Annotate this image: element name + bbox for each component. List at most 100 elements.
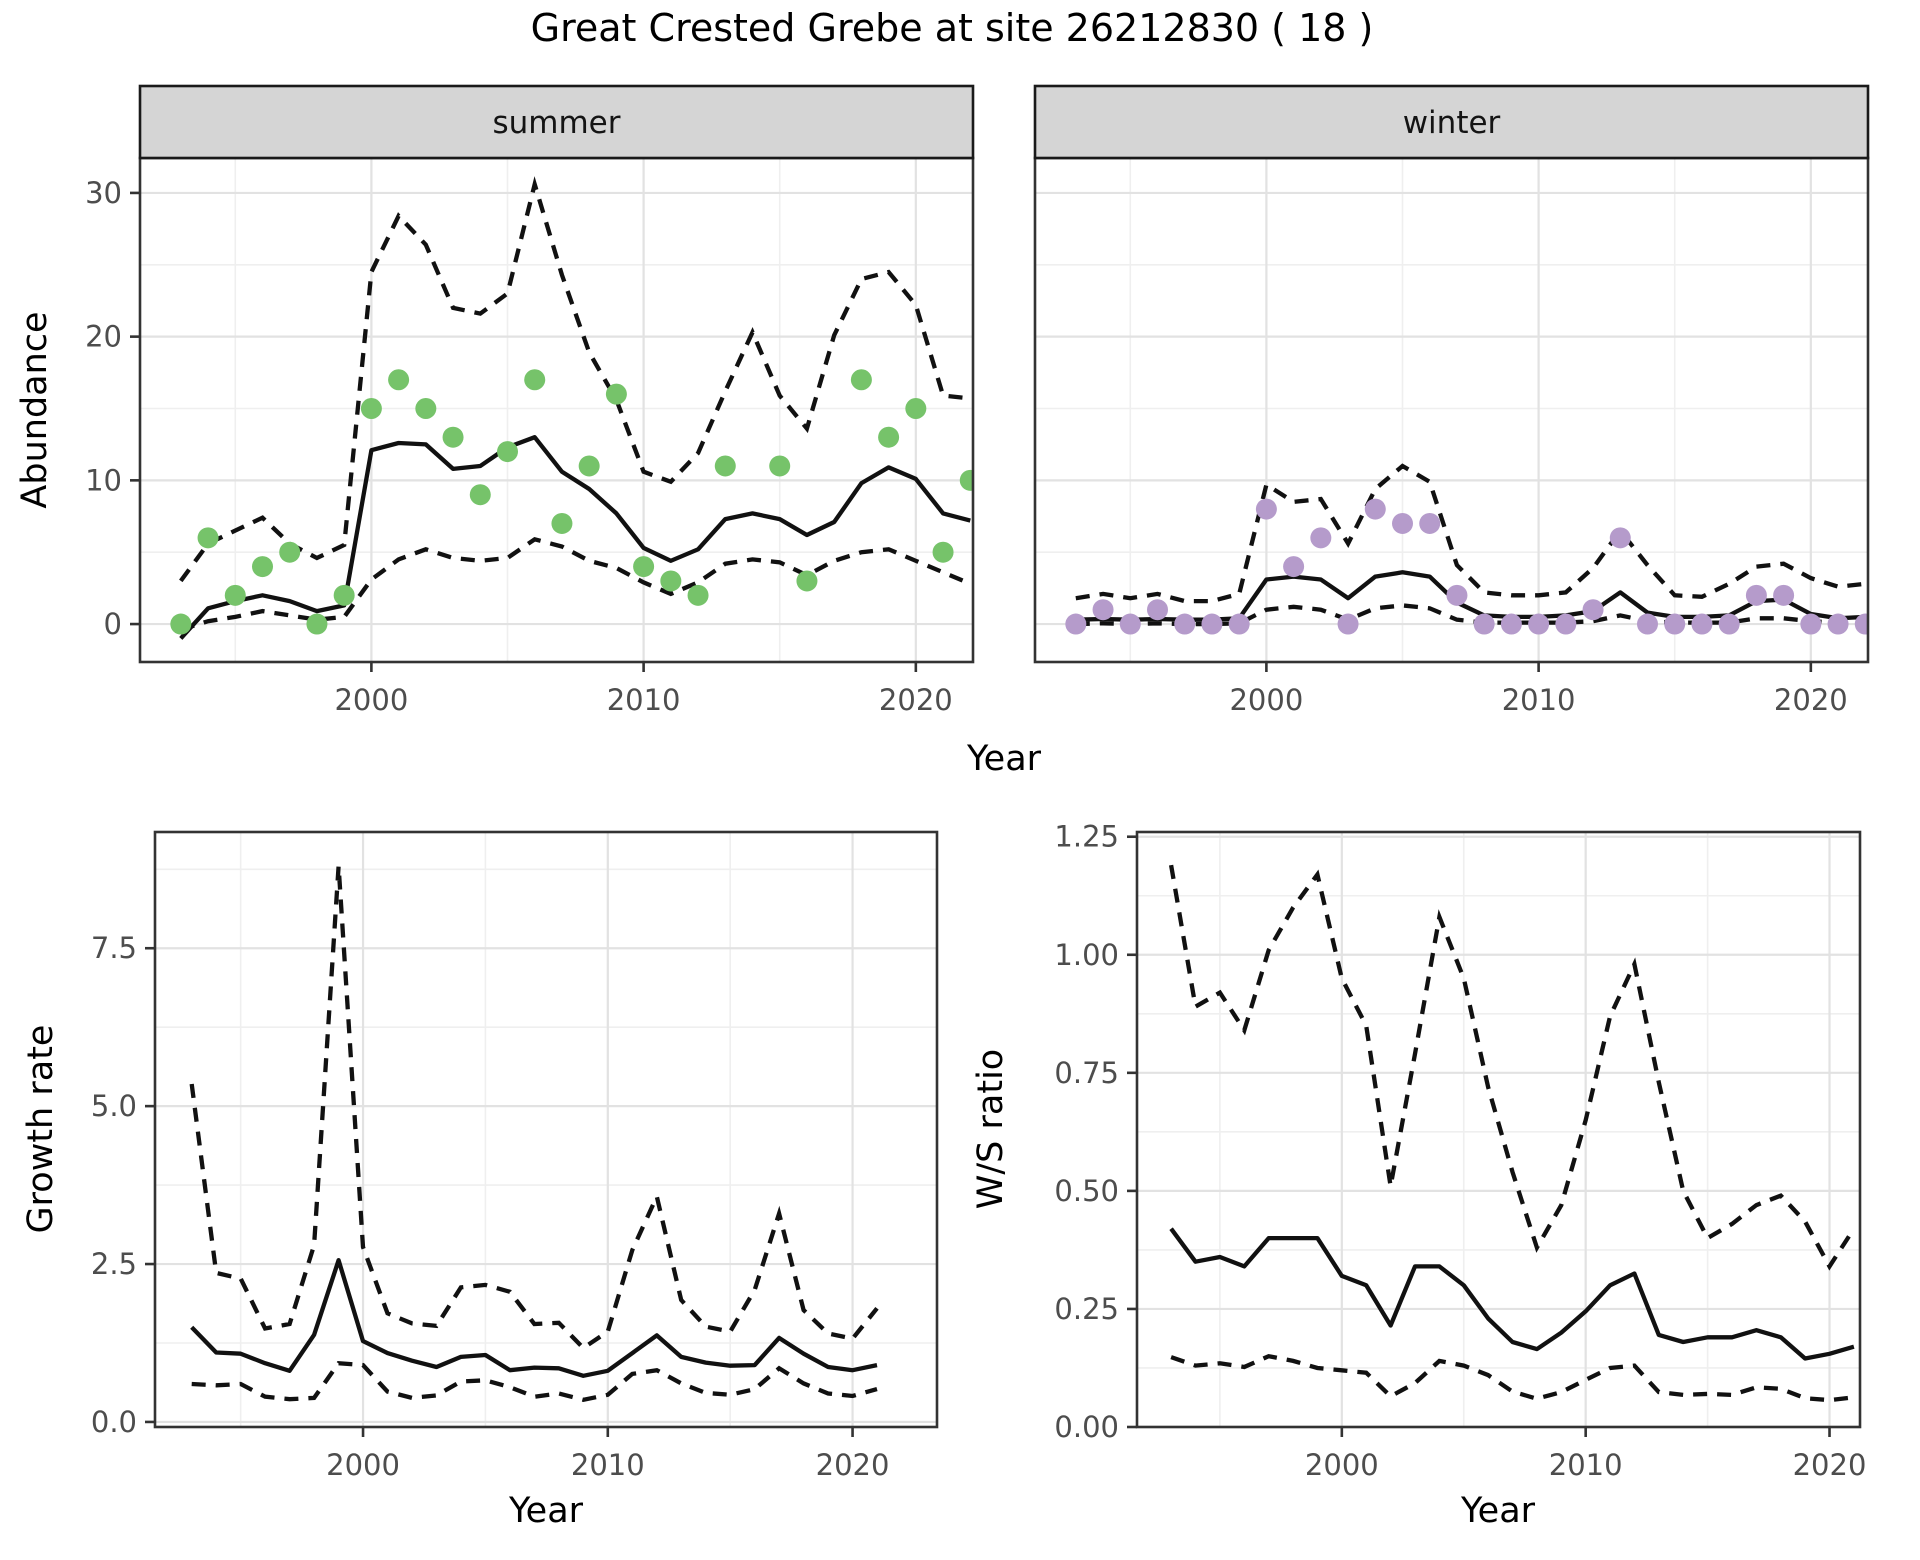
data-point	[551, 512, 573, 534]
data-point	[633, 556, 655, 578]
y-tick-label: 0.00	[1054, 1410, 1119, 1444]
data-point	[796, 570, 818, 592]
data-point	[497, 441, 518, 463]
y-tick-label: 2.5	[91, 1247, 137, 1281]
panel-background	[1035, 158, 1868, 662]
data-point	[687, 584, 709, 606]
upper-ci-line	[1168, 864, 1856, 1271]
x-axis-title-year-ws: Year	[1460, 1491, 1536, 1531]
x-tick-label: 2020	[1793, 1448, 1867, 1482]
data-point	[878, 426, 900, 448]
data-point	[1392, 512, 1413, 534]
data-point	[1065, 613, 1087, 635]
y-tick-label: 0	[104, 607, 122, 641]
upper-ci-line	[1075, 463, 1866, 604]
data-point	[905, 397, 927, 419]
panel-background	[140, 158, 973, 662]
y-tick-label: 7.5	[91, 931, 137, 965]
data-point	[524, 369, 546, 391]
panel-background	[155, 832, 937, 1427]
growth-rate-panel: 2000 2010 2020 0.0 2.5 5.0 7.5	[91, 830, 939, 1482]
x-tick-label: 2010	[1549, 1448, 1623, 1482]
data-point	[1718, 613, 1740, 635]
lower-ci-line	[180, 536, 972, 632]
data-point	[959, 469, 973, 491]
x-tick-label: 2000	[1229, 683, 1303, 717]
data-point	[360, 397, 382, 419]
winter-panel: winter 2000 2010 2020	[1033, 84, 1870, 717]
facet-strip-label: summer	[492, 105, 620, 141]
y-axis-title-ws-ratio: W/S ratio	[971, 1049, 1011, 1209]
fit-line	[179, 435, 971, 640]
data-point	[1637, 613, 1658, 635]
data-point	[578, 455, 600, 477]
y-tick-label: 1.00	[1054, 938, 1119, 972]
data-point	[1419, 512, 1441, 534]
x-tick-label: 2000	[326, 1448, 400, 1482]
facet-strip	[138, 84, 975, 160]
data-point	[442, 426, 464, 448]
x-tick-label: 2000	[1305, 1448, 1379, 1482]
data-point	[1092, 599, 1114, 621]
x-tick-label: 2020	[1774, 683, 1848, 717]
upper-ci-line	[179, 176, 971, 583]
data-point	[1473, 613, 1495, 635]
observed-points	[1065, 498, 1868, 635]
data-point	[1800, 613, 1822, 635]
data-point	[1691, 613, 1713, 635]
chart-title: Great Crested Grebe at site 26212830 ( 1…	[530, 6, 1374, 50]
data-point	[1446, 584, 1468, 606]
y-tick-label: 0.50	[1054, 1174, 1119, 1208]
data-point	[850, 369, 872, 391]
data-point	[1773, 584, 1795, 606]
y-tick-label: 0.0	[91, 1405, 137, 1439]
y-tick-label: 20	[85, 320, 122, 354]
x-tick-label: 2010	[1502, 683, 1576, 717]
data-point	[1283, 556, 1305, 578]
y-tick-label: 0.75	[1054, 1056, 1119, 1090]
ws-ratio-panel: 2000 2010 2020 0.00 0.25 0.50 0.75 1.00 1.25	[1054, 820, 1866, 1482]
summer-panel: summer 2000 2010 2020 0 10 20 30	[85, 84, 975, 717]
data-point	[1609, 527, 1631, 549]
x-tick-label: 2020	[816, 1448, 890, 1482]
y-tick-label: 5.0	[91, 1089, 137, 1123]
data-point	[1854, 613, 1868, 635]
x-tick-label: 2000	[334, 683, 408, 717]
data-point	[1664, 613, 1686, 635]
fit-line	[190, 1258, 878, 1378]
lower-ci-line	[191, 1360, 878, 1403]
data-point	[714, 455, 736, 477]
x-tick-label: 2010	[571, 1448, 645, 1482]
data-point	[1500, 613, 1522, 635]
upper-ci-line	[189, 865, 879, 1351]
data-point	[1119, 613, 1141, 635]
data-point	[279, 541, 301, 563]
data-point	[1174, 613, 1196, 635]
y-tick-label: 1.25	[1054, 820, 1119, 854]
data-point	[306, 613, 328, 635]
data-point	[1337, 613, 1359, 635]
data-point	[1745, 584, 1767, 606]
data-point	[1582, 599, 1604, 621]
data-point	[415, 397, 437, 419]
data-point	[1255, 498, 1277, 520]
data-point	[1827, 613, 1849, 635]
y-tick-label: 30	[85, 176, 122, 210]
y-tick-label: 0.25	[1054, 1292, 1119, 1326]
data-point	[605, 383, 627, 405]
observed-points	[170, 369, 973, 635]
data-point	[769, 455, 791, 477]
panel-border	[1135, 830, 1862, 1429]
y-axis-title-abundance: Abundance	[15, 311, 55, 508]
data-point	[333, 584, 355, 606]
data-point	[1310, 527, 1332, 549]
y-tick-label: 10	[85, 463, 122, 497]
x-axis-title-year-top: Year	[966, 739, 1042, 779]
x-tick-label: 2020	[879, 683, 953, 717]
data-point	[170, 613, 192, 635]
data-point	[224, 584, 246, 606]
data-point	[469, 484, 491, 506]
data-point	[660, 570, 682, 592]
